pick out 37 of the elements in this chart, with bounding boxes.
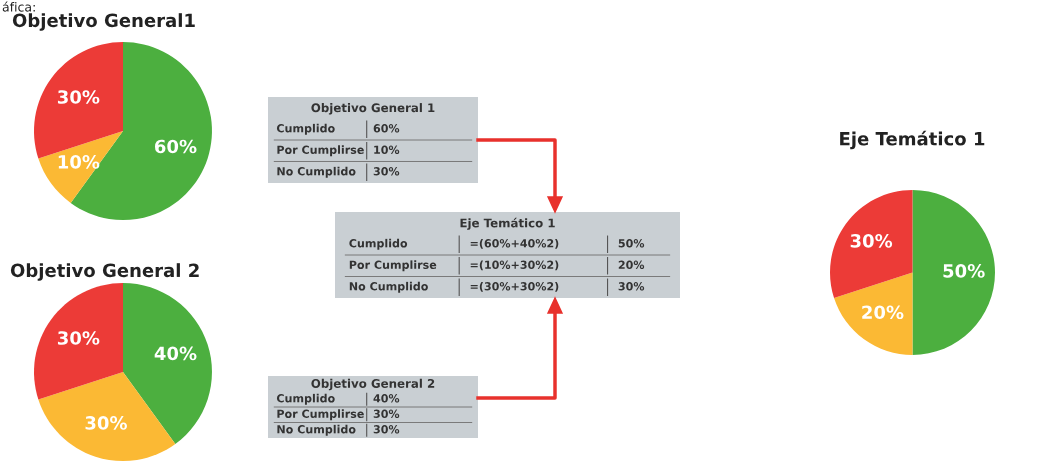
category-label: Cumplido: [349, 238, 408, 250]
text: áfica:: [2, 1, 35, 12]
text: 30%: [373, 167, 400, 176]
category-label: No Cumplido: [277, 424, 356, 436]
data-label: 30%: [57, 90, 100, 104]
category-label: No Cumplido: [277, 166, 356, 178]
text: 30%: [618, 282, 645, 291]
data-label: 50%: [943, 264, 985, 278]
category-label: Cumplido: [276, 393, 335, 405]
text: Objetivo General 2: [311, 378, 435, 391]
text: =(60%+40%2): [470, 238, 559, 249]
text: 30%: [373, 425, 400, 434]
category-label: Por Cumplirse: [349, 260, 437, 272]
text: 50%: [618, 239, 645, 248]
chart-title: Objetivo General1: [12, 13, 195, 31]
text: Objetivo General 1: [311, 103, 435, 115]
data-label: 20%: [862, 305, 904, 320]
chart-title: Objetivo General 2: [10, 263, 199, 281]
text: 60%: [373, 124, 400, 133]
data-label: 30%: [85, 416, 127, 430]
data-label: 30%: [57, 331, 100, 345]
text: =(10%+30%2): [470, 260, 559, 271]
text: 20%: [618, 260, 645, 269]
data-label: 40%: [154, 346, 197, 361]
text: Eje Temático 1: [460, 217, 555, 230]
data-label: 60%: [154, 139, 197, 154]
data-label: 30%: [850, 234, 893, 248]
text: 30%: [373, 409, 400, 418]
data-label: 10%: [58, 155, 100, 169]
category-label: Por Cumplirse: [277, 409, 364, 421]
category-label: Por Cumplirse: [277, 145, 364, 157]
category-label: Cumplido: [276, 123, 335, 135]
text: =(30%+30%2): [470, 281, 559, 292]
text: 10%: [374, 145, 400, 154]
chart-title: Eje Temático 1: [840, 130, 985, 150]
category-label: No Cumplido: [349, 281, 428, 293]
text: 40%: [373, 394, 400, 403]
